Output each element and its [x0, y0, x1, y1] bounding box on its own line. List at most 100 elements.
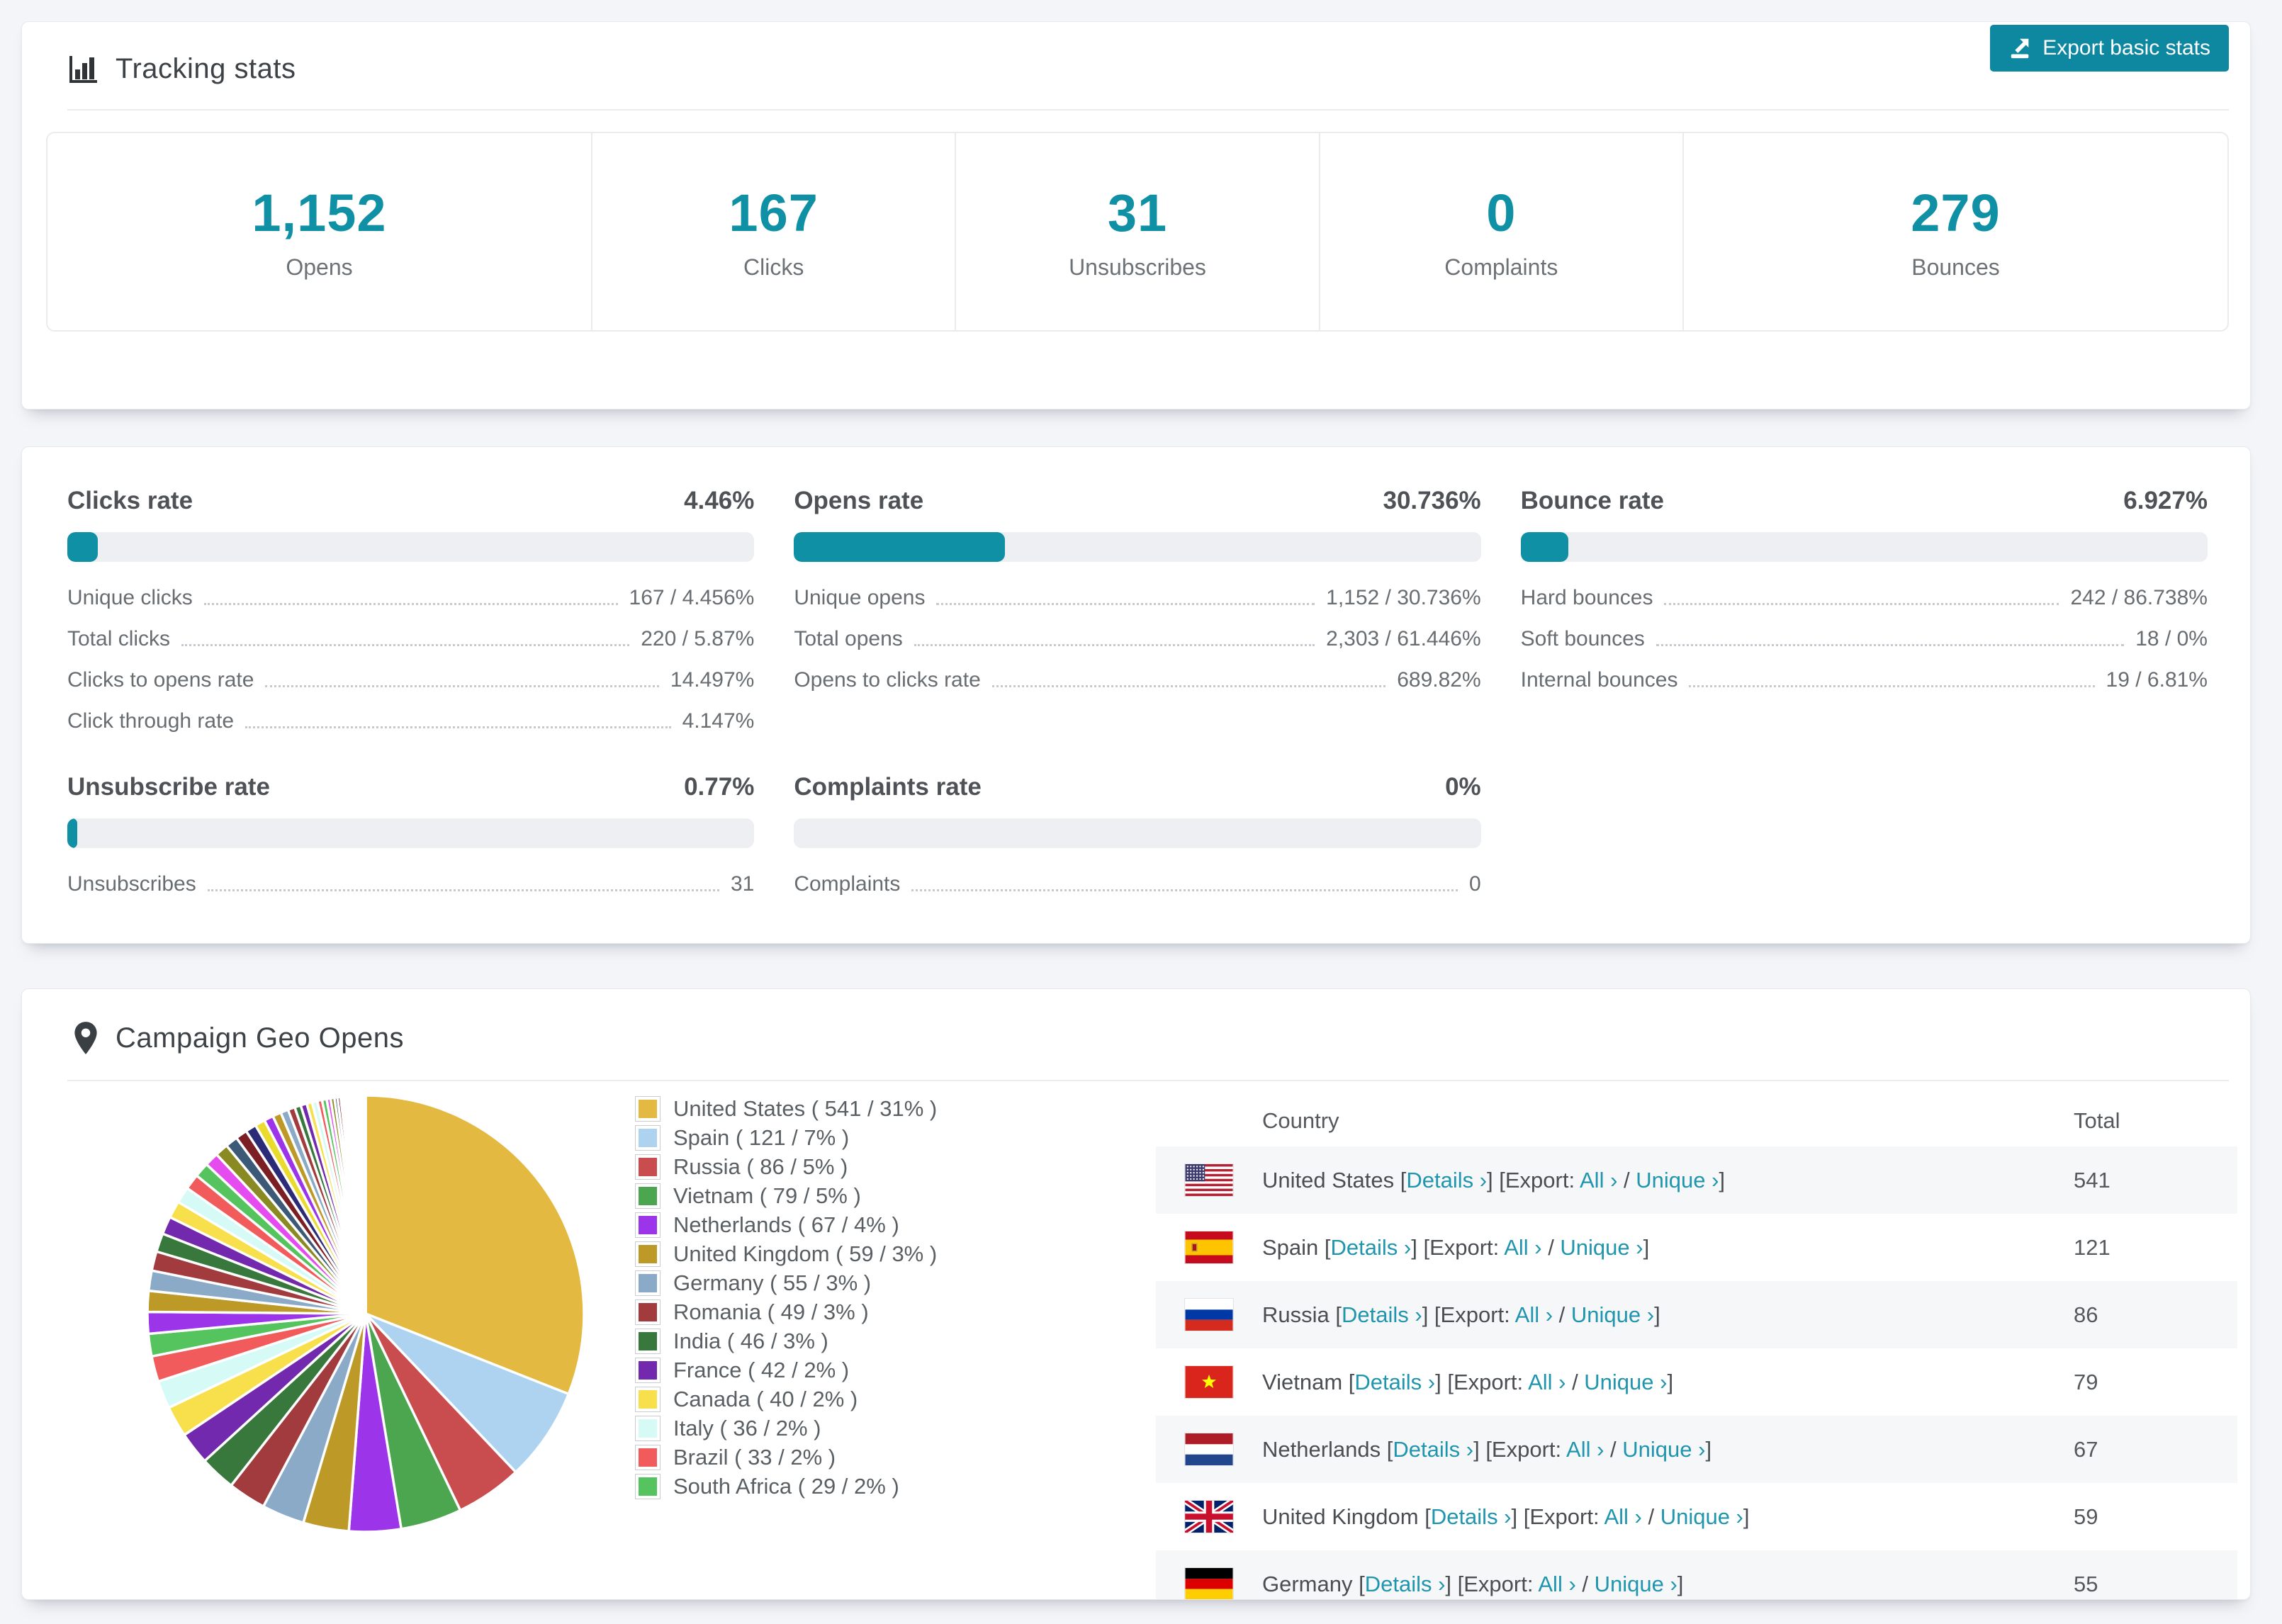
stat-box: 1,152 Opens: [47, 133, 591, 330]
rate-details: Hard bounces 242 / 86.738% Soft bounces …: [1521, 586, 2208, 692]
progress-bar-track: [67, 532, 755, 562]
export-unique-link[interactable]: Unique ›: [1622, 1436, 1706, 1462]
pie-slice-united-states: [364, 1094, 585, 1396]
geo-table-row: United Kingdom [Details ›] [Export: All …: [1156, 1483, 2237, 1550]
detail-value: 167 / 4.456%: [629, 586, 755, 609]
country-cell: United Kingdom [Details ›] [Export: All …: [1262, 1504, 1750, 1529]
detail-label: Click through rate: [67, 709, 235, 733]
legend-label: Netherlands ( 67 / 4% ): [673, 1212, 899, 1237]
detail-value: 19 / 6.81%: [2106, 668, 2208, 692]
rate-value: 30.736%: [1383, 487, 1481, 514]
country-total: 79: [2074, 1369, 2098, 1394]
detail-label: Complaints: [794, 872, 901, 896]
legend-item: South Africa ( 29 / 2% ): [635, 1472, 937, 1501]
rate-block: Opens rate 30.736% Unique opens 1,152 / …: [794, 487, 1481, 733]
details-link[interactable]: Details ›: [1406, 1167, 1488, 1192]
detail-value: 0: [1468, 872, 1481, 896]
legend-color-swatch: [635, 1241, 661, 1267]
export-unique-link[interactable]: Unique ›: [1594, 1571, 1677, 1596]
dotted-leader: [245, 726, 671, 728]
detail-label: Internal bounces: [1520, 668, 1678, 692]
progress-bar-fill: [1520, 532, 1568, 562]
legend-item: Brazil ( 33 / 2% ): [635, 1443, 937, 1472]
legend-label: Germany ( 55 / 3% ): [673, 1270, 872, 1295]
rate-details: Unsubscribes 31: [67, 872, 754, 896]
tracking-stats-card: Tracking stats Export basic stats 1,152 …: [21, 21, 2251, 410]
rate-details: Unique clicks 167 / 4.456% Total clicks …: [67, 586, 754, 733]
bar-chart-icon: [67, 54, 99, 85]
rate-value: 4.46%: [684, 487, 755, 514]
rate-title: Opens rate: [794, 487, 924, 514]
country-flag-icon: [1184, 1163, 1234, 1197]
rate-block: Bounce rate 6.927% Hard bounces 242 / 86…: [1520, 487, 2208, 733]
export-icon: [2008, 36, 2033, 60]
detail-value: 1,152 / 30.736%: [1326, 586, 1481, 609]
country-total: 59: [2074, 1504, 2098, 1529]
legend-item: Russia ( 86 / 5% ): [635, 1152, 937, 1181]
rate-detail-row: Unique opens 1,152 / 30.736%: [794, 586, 1480, 610]
rate-value: 6.927%: [2123, 487, 2208, 514]
detail-value: 242 / 86.738%: [2070, 586, 2208, 609]
export-unique-link[interactable]: Unique ›: [1636, 1167, 1719, 1192]
details-link[interactable]: Details ›: [1342, 1302, 1422, 1327]
country-total: 541: [2074, 1167, 2110, 1192]
details-link[interactable]: Details ›: [1430, 1504, 1512, 1529]
country-cell: Russia [Details ›] [Export: All › / Uniq…: [1262, 1302, 1660, 1327]
rates-grid: Clicks rate 4.46% Unique clicks 167 / 4.…: [22, 447, 2250, 896]
legend-label: Spain ( 121 / 7% ): [673, 1124, 850, 1150]
stat-box: 167 Clicks: [591, 133, 955, 330]
geo-card-title: Campaign Geo Opens: [116, 1022, 405, 1054]
country-flag-icon: [1184, 1433, 1234, 1466]
export-all-link[interactable]: All ›: [1504, 1234, 1542, 1260]
stat-value: 167: [729, 184, 819, 242]
legend-item: India ( 46 / 3% ): [635, 1326, 937, 1355]
detail-label: Hard bounces: [1520, 586, 1653, 609]
detail-label: Clicks to opens rate: [67, 668, 254, 692]
export-unique-link[interactable]: Unique ›: [1570, 1302, 1655, 1327]
legend-label: Italy ( 36 / 2% ): [673, 1415, 821, 1440]
details-link[interactable]: Details ›: [1354, 1369, 1436, 1394]
rate-title: Unsubscribe rate: [67, 773, 270, 801]
export-unique-link[interactable]: Unique ›: [1584, 1369, 1668, 1394]
pie-slice-other: [364, 1094, 367, 1315]
detail-value: 4.147%: [682, 709, 755, 733]
detail-label: Total clicks: [67, 627, 171, 650]
export-basic-stats-button[interactable]: Export basic stats: [1990, 25, 2229, 72]
export-all-link[interactable]: All ›: [1528, 1369, 1566, 1394]
export-unique-link[interactable]: Unique ›: [1560, 1234, 1643, 1260]
progress-bar-track: [1520, 532, 2208, 562]
legend-item: Romania ( 49 / 3% ): [635, 1297, 937, 1326]
legend-label: Romania ( 49 / 3% ): [673, 1299, 869, 1324]
export-all-link[interactable]: All ›: [1580, 1167, 1618, 1192]
country-cell: Vietnam [Details ›] [Export: All › / Uni…: [1262, 1369, 1674, 1394]
export-all-link[interactable]: All ›: [1538, 1571, 1576, 1596]
rate-block: Clicks rate 4.46% Unique clicks 167 / 4.…: [67, 487, 755, 733]
legend-label: United States ( 541 / 31% ): [673, 1095, 938, 1121]
country-total: 67: [2074, 1436, 2098, 1462]
rate-value: 0.77%: [684, 773, 755, 801]
legend-color-swatch: [635, 1212, 661, 1238]
details-link[interactable]: Details ›: [1393, 1436, 1474, 1462]
rate-value: 0%: [1445, 773, 1481, 801]
country-name: Germany: [1262, 1571, 1353, 1596]
details-link[interactable]: Details ›: [1364, 1571, 1446, 1596]
legend-label: Vietnam ( 79 / 5% ): [673, 1183, 861, 1208]
country-name: United States: [1262, 1167, 1395, 1192]
rate-detail-row: Internal bounces 19 / 6.81%: [1521, 668, 2208, 692]
export-all-link[interactable]: All ›: [1566, 1436, 1604, 1462]
export-all-link[interactable]: All ›: [1604, 1504, 1642, 1529]
pie-chart-legend: United States ( 541 / 31% ) Spain ( 121 …: [635, 1094, 937, 1501]
page-title: Tracking stats: [116, 53, 296, 84]
geo-table-row: United States [Details ›] [Export: All ›…: [1156, 1146, 2237, 1214]
details-link[interactable]: Details ›: [1330, 1234, 1412, 1260]
export-all-link[interactable]: All ›: [1514, 1302, 1553, 1327]
stat-label: Opens: [286, 254, 353, 280]
dotted-leader: [991, 685, 1386, 687]
legend-label: India ( 46 / 3% ): [673, 1328, 828, 1353]
country-flag-icon: [1184, 1365, 1234, 1399]
stat-label: Bounces: [1911, 254, 2000, 280]
progress-bar-track: [794, 532, 1481, 562]
tracking-card-header: Tracking stats Export basic stats: [22, 22, 2250, 85]
export-unique-link[interactable]: Unique ›: [1660, 1504, 1743, 1529]
detail-label: Unique opens: [794, 586, 926, 609]
